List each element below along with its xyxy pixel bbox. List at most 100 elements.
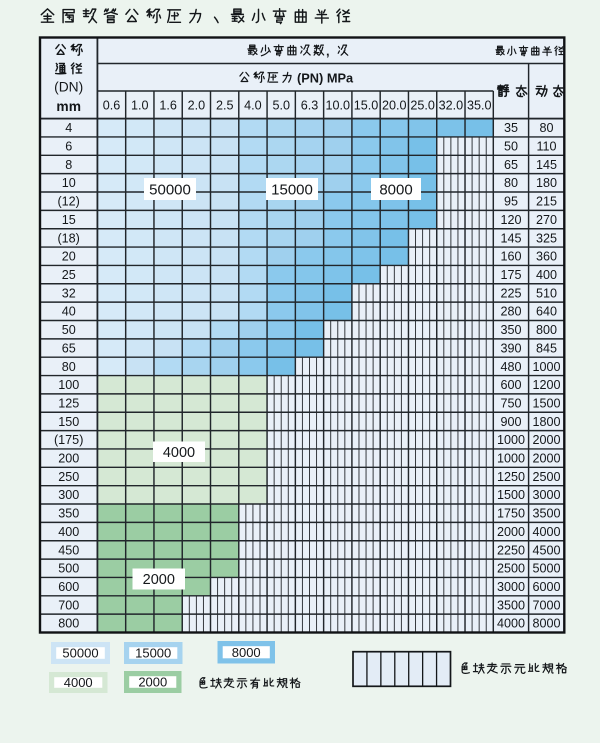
svg-text:4000: 4000 xyxy=(532,525,560,539)
svg-text:4000: 4000 xyxy=(163,445,195,461)
svg-text:20.0: 20.0 xyxy=(382,98,407,112)
svg-text:600: 600 xyxy=(500,378,521,392)
svg-text:8: 8 xyxy=(65,158,72,172)
svg-text:1250: 1250 xyxy=(497,470,525,484)
svg-text:325: 325 xyxy=(536,231,557,245)
svg-text:1750: 1750 xyxy=(497,507,525,521)
svg-text:200: 200 xyxy=(58,452,79,466)
svg-text:0.6: 0.6 xyxy=(103,98,121,112)
svg-text:6.3: 6.3 xyxy=(301,98,319,112)
svg-text:(18): (18) xyxy=(57,231,79,245)
svg-text:6000: 6000 xyxy=(532,580,560,594)
svg-text:1.0: 1.0 xyxy=(131,98,149,112)
svg-text:3500: 3500 xyxy=(532,507,560,521)
svg-text:,: , xyxy=(326,44,330,59)
svg-text:3000: 3000 xyxy=(532,488,560,502)
svg-text:500: 500 xyxy=(58,562,79,576)
svg-text:80: 80 xyxy=(504,176,518,190)
svg-text:3000: 3000 xyxy=(497,580,525,594)
svg-text:100: 100 xyxy=(58,378,79,392)
svg-text:125: 125 xyxy=(58,397,79,411)
svg-text:15000: 15000 xyxy=(271,181,313,198)
svg-text:2500: 2500 xyxy=(532,470,560,484)
svg-text:40: 40 xyxy=(62,305,76,319)
svg-text:2000: 2000 xyxy=(143,572,175,588)
svg-text:120: 120 xyxy=(500,213,521,227)
svg-text:300: 300 xyxy=(58,488,79,502)
svg-text:1800: 1800 xyxy=(532,415,560,429)
svg-text:2000: 2000 xyxy=(532,433,560,447)
svg-text:270: 270 xyxy=(536,213,557,227)
svg-text:400: 400 xyxy=(536,268,557,282)
svg-text:32: 32 xyxy=(62,286,76,300)
svg-text:50000: 50000 xyxy=(62,646,98,661)
svg-text:1500: 1500 xyxy=(532,397,560,411)
svg-text:800: 800 xyxy=(536,323,557,337)
svg-text:215: 215 xyxy=(536,195,557,209)
svg-text:360: 360 xyxy=(536,250,557,264)
svg-text:180: 180 xyxy=(536,176,557,190)
svg-text:350: 350 xyxy=(58,507,79,521)
svg-text:20: 20 xyxy=(62,250,76,264)
svg-text:4: 4 xyxy=(65,121,72,135)
svg-text:5.0: 5.0 xyxy=(272,98,290,112)
svg-text:10.0: 10.0 xyxy=(326,98,351,112)
svg-text:110: 110 xyxy=(536,140,556,154)
svg-text:4500: 4500 xyxy=(532,543,560,557)
svg-text:35.0: 35.0 xyxy=(467,98,492,112)
svg-text:750: 750 xyxy=(500,397,521,411)
svg-text:mm: mm xyxy=(56,99,81,114)
svg-text:845: 845 xyxy=(536,341,557,355)
svg-text:32.0: 32.0 xyxy=(439,98,464,112)
svg-text:65: 65 xyxy=(504,158,518,172)
svg-text:480: 480 xyxy=(500,360,521,374)
svg-text:510: 510 xyxy=(536,286,557,300)
svg-text:1500: 1500 xyxy=(497,488,525,502)
svg-text:25: 25 xyxy=(62,268,76,282)
svg-text:900: 900 xyxy=(500,415,521,429)
svg-text:50000: 50000 xyxy=(149,181,191,198)
svg-text:15: 15 xyxy=(62,213,76,227)
svg-text:25.0: 25.0 xyxy=(410,98,435,112)
svg-text:80: 80 xyxy=(539,121,553,135)
svg-text:8000: 8000 xyxy=(232,645,261,660)
svg-text:400: 400 xyxy=(58,525,79,539)
svg-text:7000: 7000 xyxy=(532,598,560,612)
svg-text:1000: 1000 xyxy=(497,452,525,466)
svg-text:2500: 2500 xyxy=(497,562,525,576)
svg-text:800: 800 xyxy=(58,617,79,631)
svg-text:280: 280 xyxy=(500,305,521,319)
svg-text:160: 160 xyxy=(500,250,521,264)
svg-text:4000: 4000 xyxy=(497,617,525,631)
svg-text:(175): (175) xyxy=(54,433,83,447)
svg-text:2250: 2250 xyxy=(497,543,525,557)
svg-text:4.0: 4.0 xyxy=(244,98,262,112)
svg-text:1200: 1200 xyxy=(532,378,560,392)
svg-text:145: 145 xyxy=(536,158,557,172)
svg-text:80: 80 xyxy=(62,360,76,374)
svg-text:225: 225 xyxy=(500,286,521,300)
svg-text:8000: 8000 xyxy=(532,617,560,631)
svg-text:1000: 1000 xyxy=(497,433,525,447)
svg-text:65: 65 xyxy=(62,341,76,355)
svg-text:1.6: 1.6 xyxy=(159,98,177,112)
svg-text:2000: 2000 xyxy=(497,525,525,539)
svg-text:3500: 3500 xyxy=(497,598,525,612)
svg-text:700: 700 xyxy=(58,598,79,612)
svg-text:5000: 5000 xyxy=(532,562,560,576)
svg-text:2.0: 2.0 xyxy=(188,98,206,112)
svg-text:150: 150 xyxy=(58,415,79,429)
svg-text:175: 175 xyxy=(500,268,521,282)
svg-text:2000: 2000 xyxy=(532,452,560,466)
svg-text:(PN) MPa: (PN) MPa xyxy=(297,71,354,86)
svg-text:145: 145 xyxy=(500,231,521,245)
svg-text:35: 35 xyxy=(504,121,518,135)
svg-text:(DN): (DN) xyxy=(54,80,83,95)
svg-text:600: 600 xyxy=(58,580,79,594)
svg-text:640: 640 xyxy=(536,305,557,319)
svg-text:2.5: 2.5 xyxy=(216,98,234,112)
svg-text:15.0: 15.0 xyxy=(354,98,379,112)
svg-text:10: 10 xyxy=(62,176,76,190)
svg-text:250: 250 xyxy=(58,470,79,484)
svg-text:390: 390 xyxy=(500,341,521,355)
